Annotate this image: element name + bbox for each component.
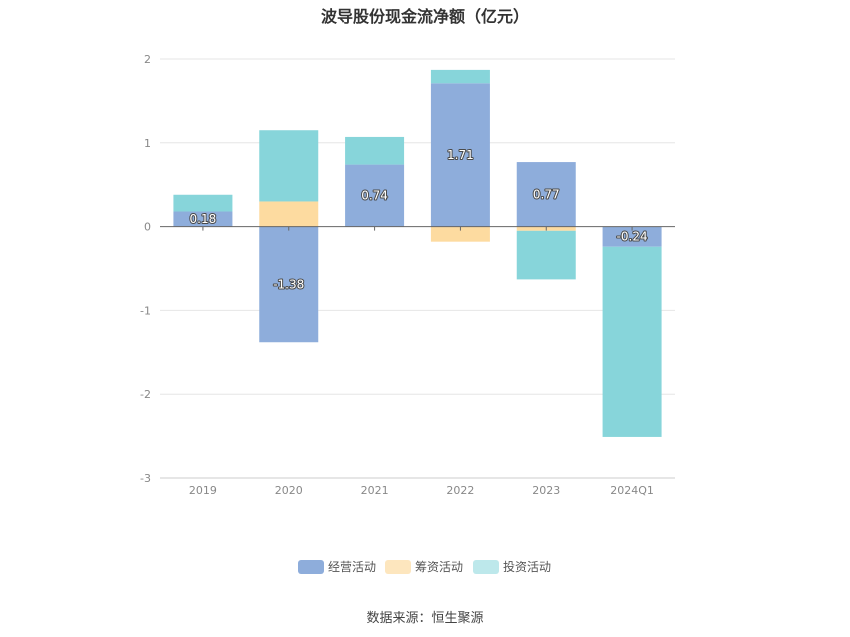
bar-投资活动-2020	[259, 130, 319, 202]
y-tick-label: 1	[144, 137, 151, 150]
legend-label: 投资活动	[503, 559, 551, 574]
x-tick-label: 2020	[275, 484, 303, 497]
bar-投资活动-2023	[516, 230, 576, 280]
data-label: 1.71	[447, 148, 474, 162]
x-tick-label: 2023	[532, 484, 560, 497]
bar-经营活动-2023	[516, 162, 576, 227]
bar-经营活动-2021	[345, 164, 405, 227]
legend-swatch-投资活动	[473, 560, 499, 574]
x-tick-label: 2024Q1	[610, 484, 654, 497]
legend-label: 经营活动	[328, 560, 376, 574]
data-label: -0.24	[617, 230, 648, 244]
bar-经营活动-2019	[173, 211, 233, 227]
y-tick-label: 2	[144, 53, 151, 66]
x-tick-label: 2022	[446, 484, 474, 497]
chart-title: 波导股份现金流净额（亿元）	[320, 7, 529, 26]
bar-投资活动-2021	[345, 136, 405, 165]
bar-投资活动-2022	[430, 69, 490, 84]
data-label: -1.38	[273, 277, 304, 291]
x-tick-label: 2019	[189, 484, 217, 497]
legend-label: 筹资活动	[415, 560, 463, 574]
y-tick-label: -1	[140, 304, 151, 317]
x-tick-label: 2021	[361, 484, 389, 497]
data-label: 0.18	[190, 212, 217, 226]
data-label: 0.74	[361, 189, 388, 203]
y-tick-label: -3	[140, 472, 151, 485]
bar-筹资活动-2020	[259, 201, 319, 227]
y-tick-label: -2	[140, 388, 151, 401]
bar-投资活动-2024Q1	[602, 246, 662, 437]
bar-经营活动-2020	[259, 226, 319, 343]
y-tick-label: 0	[144, 221, 151, 234]
legend-swatch-经营活动	[298, 560, 324, 574]
bar-投资活动-2019	[173, 194, 233, 212]
bar-经营活动-2022	[430, 83, 490, 227]
data-source: 数据来源：恒生聚源	[366, 611, 484, 626]
bar-筹资活动-2022	[430, 226, 490, 242]
bar-经营活动-2024Q1	[602, 226, 662, 247]
data-label: 0.77	[533, 187, 560, 201]
legend-swatch-筹资活动	[385, 560, 411, 574]
